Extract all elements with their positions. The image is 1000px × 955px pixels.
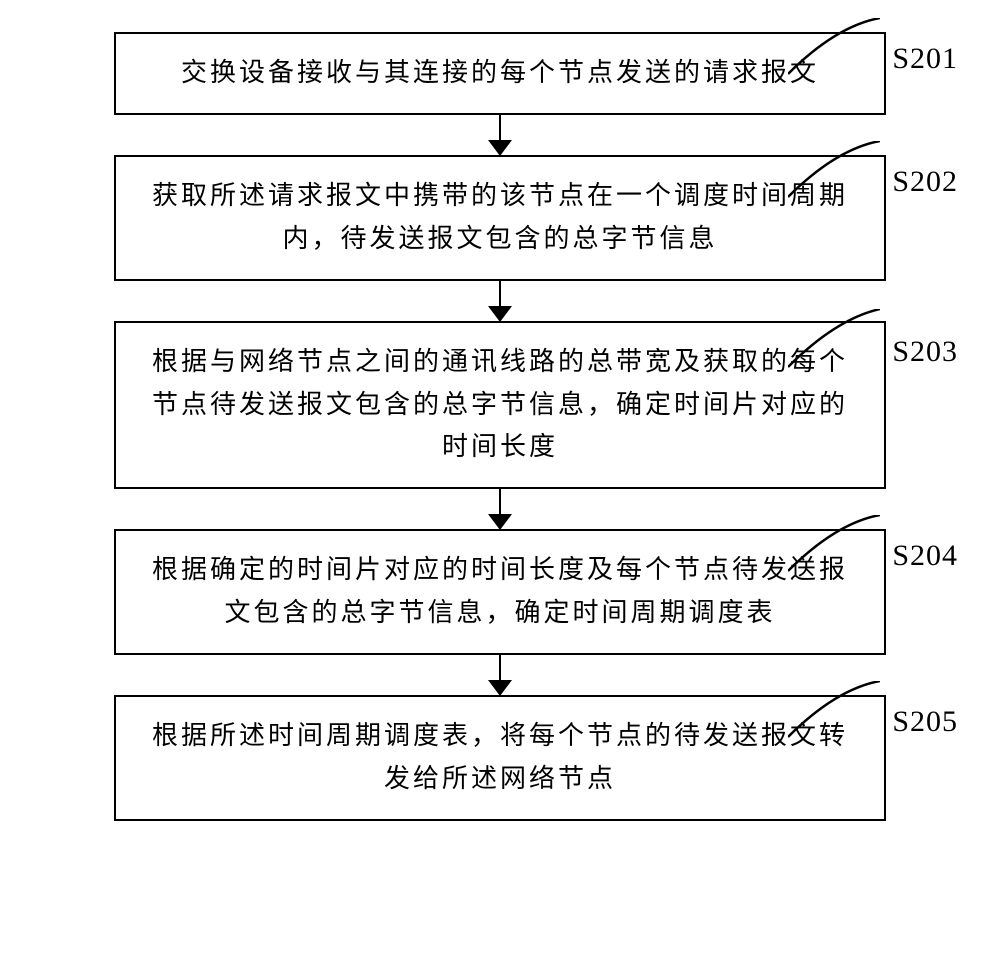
step-label: S202 (892, 165, 958, 199)
chevron-down-icon (488, 514, 512, 530)
flow-box: 获取所述请求报文中携带的该节点在一个调度时间周期内，待发送报文包含的总字节信息 (114, 155, 886, 281)
arrow-shaft-line (499, 655, 502, 681)
flow-box-text: 获取所述请求报文中携带的该节点在一个调度时间周期内，待发送报文包含的总字节信息 (140, 175, 860, 261)
flow-step-s205: 根据所述时间周期调度表，将每个节点的待发送报文转发给所述网络节点 S205 (0, 695, 1000, 821)
arrow-head-row (0, 306, 1000, 322)
flow-box-text: 交换设备接收与其连接的每个节点发送的请求报文 (181, 52, 819, 95)
step-label: S201 (892, 42, 958, 76)
arrow-head-row (0, 140, 1000, 156)
flow-box: 根据所述时间周期调度表，将每个节点的待发送报文转发给所述网络节点 (114, 695, 886, 821)
arrow-head-row (0, 514, 1000, 530)
flow-box: 根据确定的时间片对应的时间长度及每个节点待发送报文包含的总字节信息，确定时间周期… (114, 529, 886, 655)
chevron-down-icon (488, 306, 512, 322)
arrow-shaft-line (499, 281, 502, 307)
flow-step-s204: 根据确定的时间片对应的时间长度及每个节点待发送报文包含的总字节信息，确定时间周期… (0, 529, 1000, 655)
step-label: S205 (892, 705, 958, 739)
arrow-shaft (0, 115, 1000, 141)
chevron-down-icon (488, 140, 512, 156)
flow-step-s201: 交换设备接收与其连接的每个节点发送的请求报文 S201 (0, 32, 1000, 115)
flow-box-text: 根据与网络节点之间的通讯线路的总带宽及获取的每个节点待发送报文包含的总字节信息，… (140, 341, 860, 470)
arrow-shaft (0, 281, 1000, 307)
arrow-head-row (0, 680, 1000, 696)
flow-step-s202: 获取所述请求报文中携带的该节点在一个调度时间周期内，待发送报文包含的总字节信息 S… (0, 155, 1000, 281)
flow-box: 根据与网络节点之间的通讯线路的总带宽及获取的每个节点待发送报文包含的总字节信息，… (114, 321, 886, 490)
arrow-shaft (0, 489, 1000, 515)
step-label: S204 (892, 539, 958, 573)
flow-box: 交换设备接收与其连接的每个节点发送的请求报文 (114, 32, 886, 115)
flow-step-s203: 根据与网络节点之间的通讯线路的总带宽及获取的每个节点待发送报文包含的总字节信息，… (0, 321, 1000, 490)
flow-box-text: 根据所述时间周期调度表，将每个节点的待发送报文转发给所述网络节点 (140, 715, 860, 801)
arrow-shaft-line (499, 115, 502, 141)
arrow-shaft (0, 655, 1000, 681)
flowchart-container: 交换设备接收与其连接的每个节点发送的请求报文 S201 获取所述请求报文中携带的该节… (0, 0, 1000, 955)
arrow-shaft-line (499, 489, 502, 515)
flow-box-text: 根据确定的时间片对应的时间长度及每个节点待发送报文包含的总字节信息，确定时间周期… (140, 549, 860, 635)
step-label: S203 (892, 335, 958, 369)
chevron-down-icon (488, 680, 512, 696)
